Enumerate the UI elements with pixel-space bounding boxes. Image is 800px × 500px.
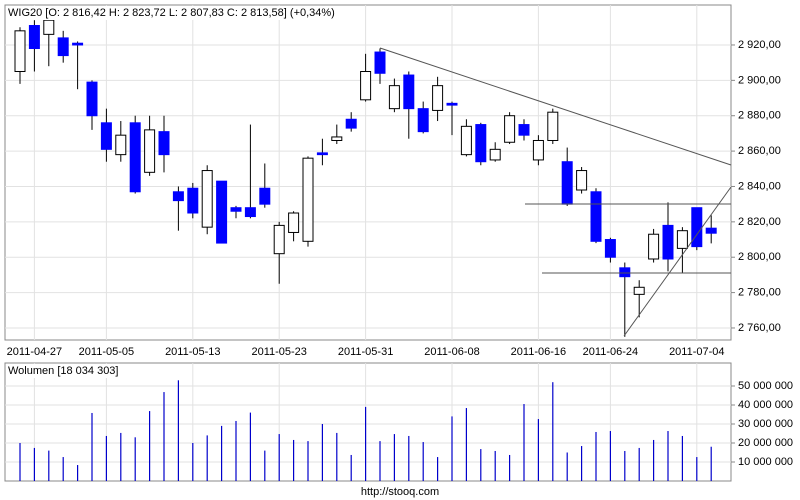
y-tick-label: 2 860,00 — [738, 145, 781, 157]
candle-body — [14, 30, 26, 73]
candle-body — [244, 207, 256, 218]
candle-body — [230, 207, 242, 212]
y-tick-label: 2 820,00 — [738, 216, 781, 228]
x-tick-label: 2011-05-05 — [79, 346, 134, 358]
x-tick-label: 2011-05-31 — [338, 346, 393, 358]
candle-body — [460, 125, 472, 156]
candle-body — [374, 51, 386, 74]
volume-title: Wolumen [18 034 303] — [8, 365, 118, 377]
candle-body — [28, 25, 40, 50]
candle-body — [662, 224, 674, 260]
trend-line — [623, 186, 732, 337]
candle-body — [676, 230, 688, 249]
candle-body — [288, 212, 300, 233]
footer: http://stooq.com — [361, 486, 439, 498]
candle-body — [518, 124, 530, 136]
title-bg — [6, 6, 336, 20]
candle-body — [489, 148, 501, 161]
y-tick-label: 2 920,00 — [738, 39, 781, 51]
x-tick-label: 2011-06-16 — [511, 346, 566, 358]
candle-body — [115, 134, 127, 156]
candle-body — [144, 129, 156, 173]
price-panel — [4, 4, 732, 341]
candle-body — [403, 74, 415, 110]
candle-body — [302, 157, 314, 242]
candle-body — [504, 115, 516, 143]
candle-body — [331, 136, 343, 141]
candle-body — [590, 191, 602, 242]
y-tick-label: 2 840,00 — [738, 180, 781, 192]
candle-body — [547, 111, 559, 141]
candle-body — [417, 108, 429, 133]
candle-body — [604, 239, 616, 258]
candle-body — [57, 37, 69, 57]
candle-body — [576, 170, 588, 191]
trend-line — [379, 47, 732, 166]
y-tick-label: 2 900,00 — [738, 74, 781, 86]
candle-body — [43, 19, 55, 35]
x-tick-label: 2011-06-08 — [424, 346, 479, 358]
candle-body — [316, 152, 328, 156]
y-tick-label: 2 780,00 — [738, 287, 781, 299]
candle-body — [273, 224, 285, 255]
candle-body — [705, 227, 717, 234]
candle-body — [475, 124, 487, 163]
volume-panel — [4, 362, 732, 482]
candle-body — [360, 71, 372, 101]
candle-body — [388, 85, 400, 110]
candle-body — [216, 180, 228, 244]
candle-body — [691, 207, 703, 248]
title-bg — [6, 364, 121, 378]
y-tick-label: 30 000 000 — [738, 418, 793, 430]
candle-body — [158, 131, 170, 156]
candle-body — [619, 267, 631, 278]
x-tick-label: 2011-06-24 — [583, 346, 638, 358]
chart-title: WIG20 [O: 2 816,42 H: 2 823,72 L: 2 807,… — [8, 7, 335, 19]
candle-body — [86, 81, 98, 117]
x-tick-label: 2011-07-04 — [669, 346, 724, 358]
candle-body — [532, 139, 544, 161]
candle-body — [201, 170, 213, 228]
candle-body — [129, 122, 141, 193]
y-tick-label: 40 000 000 — [738, 399, 793, 411]
candle-body — [345, 118, 357, 129]
y-tick-label: 10 000 000 — [738, 456, 793, 468]
x-tick-label: 2011-05-13 — [165, 346, 220, 358]
candle-body — [259, 187, 271, 205]
x-tick-label: 2011-05-23 — [251, 346, 306, 358]
candle-body — [72, 42, 84, 46]
candle-body — [100, 122, 112, 150]
x-tick-label: 2011-04-27 — [7, 346, 62, 358]
y-tick-label: 20 000 000 — [738, 437, 793, 449]
y-tick-label: 2 880,00 — [738, 110, 781, 122]
candle-body — [446, 102, 458, 106]
candle-body — [432, 85, 444, 111]
candle-body — [187, 187, 199, 214]
candle-body — [648, 233, 660, 260]
candle-body — [561, 161, 573, 205]
y-tick-label: 2 760,00 — [738, 322, 781, 334]
y-tick-label: 50 000 000 — [738, 380, 793, 392]
candle-body — [172, 191, 184, 202]
y-tick-label: 2 800,00 — [738, 251, 781, 263]
candle-body — [633, 286, 645, 295]
